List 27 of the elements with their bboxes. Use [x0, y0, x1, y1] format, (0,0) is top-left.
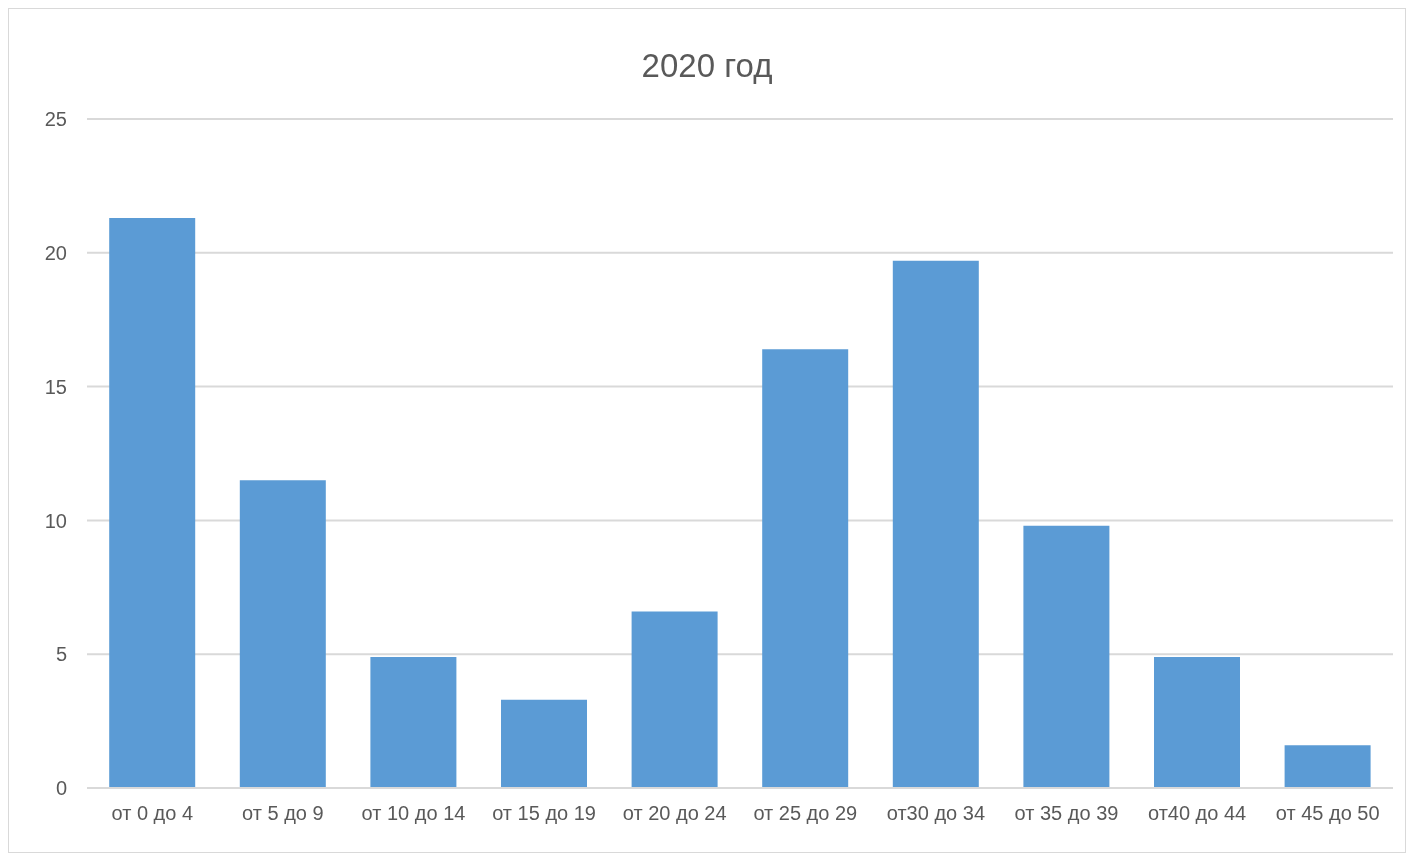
x-tick-label: от40 до 44	[1147, 802, 1247, 825]
x-tick-label: от 10 до 14	[361, 802, 466, 825]
bar	[501, 699, 587, 788]
x-tick-label: от 35 до 39	[1014, 802, 1119, 825]
y-tick-label: 15	[44, 375, 67, 398]
x-tick-label: от 5 до 9	[242, 802, 324, 825]
bar	[370, 656, 457, 788]
y-tick-label: 20	[44, 241, 67, 264]
y-tick-label: 25	[44, 108, 67, 131]
x-tick-label: от 25 до 29	[753, 802, 858, 825]
chart-title: 2020 год	[640, 47, 774, 85]
y-tick-label: 5	[55, 643, 67, 666]
bar	[631, 611, 718, 788]
bar	[1023, 525, 1110, 788]
bar	[1154, 656, 1240, 788]
y-tick-label: 0	[55, 777, 67, 800]
x-tick-label: от 20 до 24	[622, 802, 727, 825]
bar	[109, 218, 196, 788]
x-tick-label: от 15 до 19	[492, 802, 597, 825]
x-tick-label: от30 до 34	[886, 802, 986, 825]
y-tick-label: 10	[44, 509, 67, 532]
x-tick-label: от 45 до 50	[1275, 802, 1380, 825]
bar	[892, 260, 979, 788]
bar	[762, 349, 849, 788]
bar	[239, 480, 326, 788]
x-tick-label: от 0 до 4	[111, 802, 194, 825]
bar	[1284, 745, 1371, 788]
